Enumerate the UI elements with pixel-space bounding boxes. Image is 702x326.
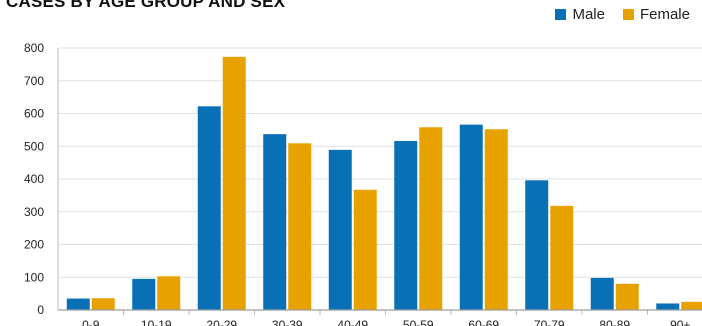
x-tick-label: 10-19 (141, 318, 172, 326)
bar-male-1 (132, 278, 156, 310)
bar-female-1 (157, 276, 181, 310)
bar-female-4 (353, 189, 377, 310)
bar-male-7 (525, 180, 549, 310)
y-tick-label: 500 (24, 139, 44, 153)
legend-swatch-male (555, 9, 567, 20)
x-tick-label: 70-79 (534, 318, 565, 326)
bar-male-4 (328, 149, 352, 310)
bar-female-0 (91, 298, 115, 310)
legend-label-male: Male (572, 6, 605, 23)
x-tick-label: 50-59 (403, 318, 434, 326)
bar-female-2 (222, 56, 246, 310)
x-tick-label: 30-39 (272, 318, 303, 326)
x-tick-label: 20-29 (206, 318, 237, 326)
legend-swatch-female (622, 9, 634, 20)
bar-female-6 (484, 129, 508, 310)
y-tick-label: 700 (24, 74, 44, 88)
bar-female-5 (419, 127, 443, 310)
legend-label-female: Female (639, 6, 690, 23)
bar-male-2 (197, 106, 221, 310)
y-tick-label: 600 (24, 107, 44, 121)
legend-item-male: Male (555, 6, 605, 23)
bar-male-0 (66, 298, 90, 310)
bar-male-5 (394, 141, 418, 310)
bar-female-8 (615, 283, 639, 310)
y-tick-label: 100 (24, 270, 44, 284)
y-tick-label: 800 (24, 41, 44, 55)
bar-female-9 (681, 301, 702, 310)
x-tick-label: 0-9 (82, 318, 100, 326)
bar-male-3 (263, 134, 287, 310)
bar-male-8 (590, 277, 614, 310)
y-tick-label: 200 (24, 238, 44, 252)
bar-male-6 (459, 124, 483, 310)
y-tick-label: 400 (24, 172, 44, 186)
chart-legend: Male Female (555, 6, 690, 23)
bar-female-3 (288, 143, 312, 310)
bar-female-7 (550, 205, 574, 310)
legend-item-female: Female (622, 6, 690, 23)
x-tick-label: 90+ (670, 318, 690, 326)
x-tick-label: 60-69 (468, 318, 499, 326)
x-tick-label: 40-49 (337, 318, 368, 326)
bar-male-9 (656, 303, 680, 310)
y-tick-label: 300 (24, 205, 44, 219)
y-tick-label: 0 (37, 303, 44, 317)
chart-title: CASES BY AGE GROUP AND SEX (6, 0, 286, 11)
x-tick-label: 80-89 (599, 318, 630, 326)
